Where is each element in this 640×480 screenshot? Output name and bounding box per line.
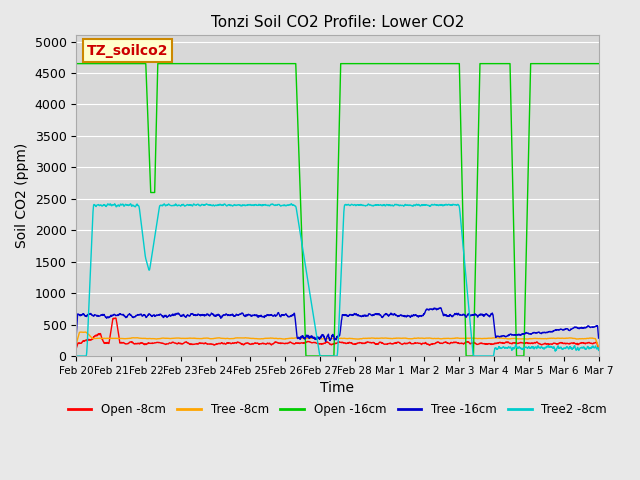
- Open -16cm: [484, 61, 492, 67]
- Line: Tree2 -8cm: Tree2 -8cm: [76, 204, 598, 356]
- Legend: Open -8cm, Tree -8cm, Open -16cm, Tree -16cm, Tree2 -8cm: Open -8cm, Tree -8cm, Open -16cm, Tree -…: [63, 398, 612, 420]
- Open -16cm: [580, 61, 588, 67]
- Tree2 -8cm: [72, 353, 80, 359]
- Open -8cm: [580, 340, 588, 346]
- Line: Open -8cm: Open -8cm: [76, 318, 598, 349]
- Open -16cm: [72, 61, 80, 67]
- Tree -16cm: [326, 336, 334, 342]
- Tree2 -8cm: [99, 203, 107, 208]
- Tree2 -8cm: [595, 348, 602, 353]
- Tree -8cm: [484, 336, 492, 341]
- Tree -8cm: [72, 341, 80, 347]
- Open -16cm: [326, 353, 334, 359]
- Open -8cm: [326, 342, 334, 348]
- Tree -16cm: [312, 336, 320, 342]
- Tree2 -8cm: [326, 353, 334, 359]
- Open -16cm: [595, 61, 602, 67]
- Open -8cm: [99, 338, 107, 344]
- Tree2 -8cm: [484, 353, 492, 359]
- Open -16cm: [99, 61, 107, 67]
- X-axis label: Time: Time: [321, 381, 355, 395]
- Tree -16cm: [322, 338, 330, 344]
- Tree -16cm: [437, 305, 445, 311]
- Tree -8cm: [580, 336, 588, 342]
- Tree2 -8cm: [287, 201, 295, 206]
- Open -16cm: [302, 353, 310, 359]
- Tree2 -8cm: [580, 345, 588, 350]
- Tree -8cm: [99, 336, 107, 341]
- Tree -8cm: [326, 336, 334, 341]
- Open -8cm: [595, 346, 602, 352]
- Open -8cm: [72, 346, 80, 351]
- Open -8cm: [313, 340, 321, 346]
- Open -16cm: [313, 353, 321, 359]
- Tree -16cm: [484, 312, 492, 318]
- Text: TZ_soilco2: TZ_soilco2: [87, 44, 168, 58]
- Tree -16cm: [99, 312, 107, 318]
- Line: Tree -16cm: Tree -16cm: [76, 308, 598, 341]
- Line: Open -16cm: Open -16cm: [76, 64, 598, 356]
- Tree2 -8cm: [313, 334, 321, 339]
- Tree2 -8cm: [580, 344, 588, 349]
- Open -16cm: [580, 61, 588, 67]
- Tree -16cm: [72, 332, 80, 338]
- Tree -8cm: [580, 336, 588, 342]
- Tree -16cm: [595, 335, 602, 341]
- Line: Tree -8cm: Tree -8cm: [76, 332, 598, 347]
- Open -8cm: [580, 340, 588, 346]
- Tree -8cm: [595, 344, 602, 350]
- Tree -16cm: [580, 325, 588, 331]
- Y-axis label: Soil CO2 (ppm): Soil CO2 (ppm): [15, 143, 29, 248]
- Tree -16cm: [580, 325, 588, 331]
- Open -8cm: [484, 341, 492, 347]
- Tree -8cm: [81, 329, 89, 335]
- Title: Tonzi Soil CO2 Profile: Lower CO2: Tonzi Soil CO2 Profile: Lower CO2: [211, 15, 464, 30]
- Tree -8cm: [313, 336, 321, 341]
- Open -8cm: [111, 315, 119, 321]
